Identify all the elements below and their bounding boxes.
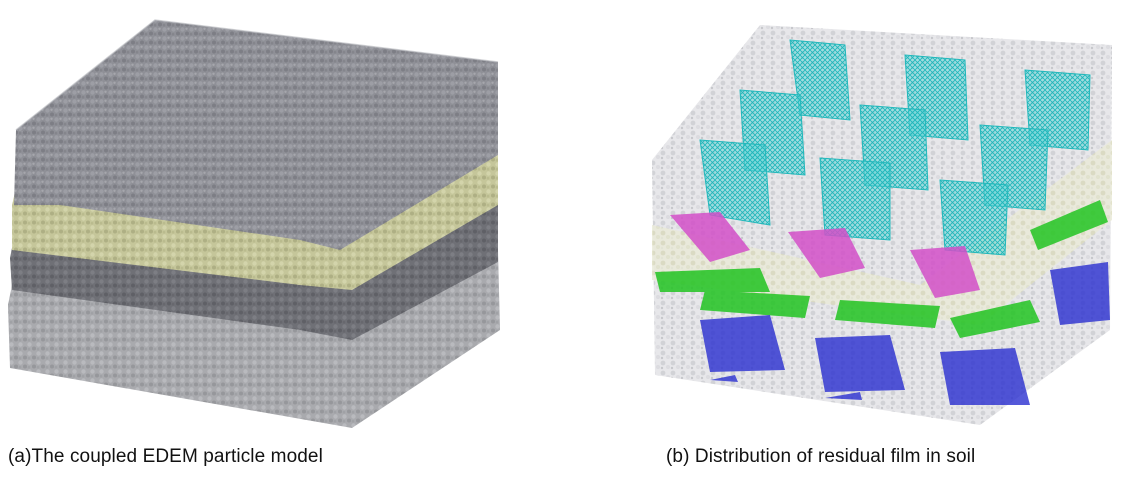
top-soil-surface xyxy=(16,20,498,190)
dark-soil-layer xyxy=(10,195,498,340)
green-film-sheets xyxy=(655,200,1108,338)
panel-b-residual-film: (b) Distribution of residual film in soi… xyxy=(560,0,1137,487)
residual-film-distribution-image xyxy=(652,25,1112,425)
blue-film-sheets xyxy=(700,262,1110,405)
edem-particle-block-image xyxy=(8,19,500,428)
caption-a: (a)The coupled EDEM particle model xyxy=(8,446,323,467)
magenta-film-sheets xyxy=(670,212,980,298)
cyan-film-sheets xyxy=(699,39,1091,256)
top-soil-side xyxy=(14,85,498,250)
yellow-soil-layer xyxy=(12,145,498,290)
caption-b: (b) Distribution of residual film in soi… xyxy=(666,446,976,467)
bottom-soil-layer xyxy=(8,250,500,428)
panel-a-particle-model: (a)The coupled EDEM particle model xyxy=(0,0,560,487)
translucent-yellow-layer xyxy=(652,140,1112,325)
